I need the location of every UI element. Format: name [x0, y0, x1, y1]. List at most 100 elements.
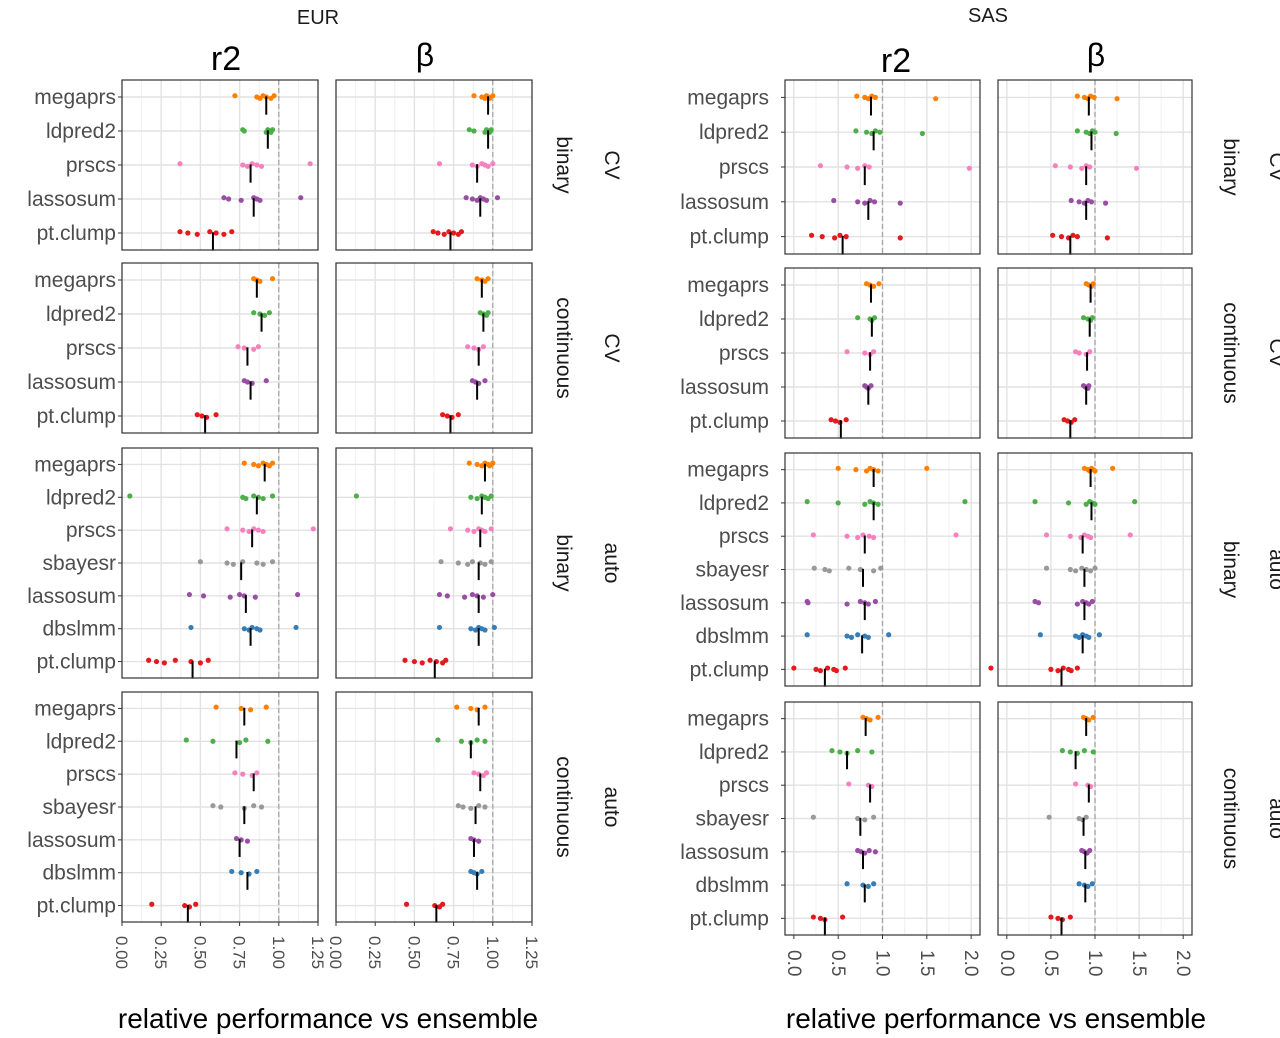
data-point-sbayesr [482, 561, 488, 567]
data-point-ldpred2 [1081, 748, 1088, 754]
strip-label-type: continuous [1219, 302, 1242, 404]
panel-frame [335, 447, 533, 679]
data-point-pt.clump [817, 915, 824, 921]
data-point-pt.clump [455, 412, 461, 418]
data-point-ldpred2 [835, 500, 841, 506]
data-point-ldpred2 [260, 495, 266, 502]
data-point-dbslmm [844, 633, 850, 639]
data-point-lassosum [263, 378, 269, 384]
data-point-pt.clump [819, 234, 825, 240]
data-point-lassosum [1068, 197, 1074, 204]
data-point-lassosum [233, 835, 240, 842]
data-point-lassosum [444, 593, 450, 599]
data-point-dbslmm [871, 881, 877, 887]
data-point-megaprs [872, 94, 879, 100]
data-point-lassosum [469, 591, 476, 598]
data-point-sbayesr [1087, 568, 1094, 574]
data-point-dbslmm [844, 881, 850, 887]
data-point-prscs [871, 534, 877, 541]
strip-label-method: CV [1265, 338, 1280, 367]
data-point-pt.clump [813, 666, 819, 672]
panel-frame [997, 452, 1193, 687]
x-tick-label: 0.50 [404, 936, 423, 969]
data-point-ldpred2 [875, 501, 881, 507]
method-label: megaprs [687, 86, 769, 109]
data-point-prscs [953, 532, 959, 538]
data-point-megaprs [1090, 714, 1096, 720]
method-label: prscs [719, 525, 769, 548]
group-title-eur: EUR [297, 7, 339, 29]
x-tick-label: 1.25 [308, 936, 327, 969]
strip-label-type: binary [552, 534, 575, 592]
data-point-sbayesr [871, 568, 877, 574]
data-point-prscs [177, 161, 183, 167]
data-point-megaprs [867, 717, 873, 723]
data-point-pt.clump [1055, 915, 1061, 921]
method-label: ldpred2 [699, 121, 769, 144]
data-point-prscs [447, 526, 454, 532]
data-point-prscs [855, 165, 861, 171]
data-point-megaprs [1091, 94, 1097, 100]
data-point-pt.clump [833, 668, 840, 674]
data-point-megaprs [468, 705, 474, 712]
data-point-sbayesr [826, 568, 832, 574]
data-point-prscs [240, 527, 246, 533]
method-label: pt.clump [690, 226, 769, 249]
data-point-pt.clump [988, 665, 994, 671]
data-point-pt.clump [824, 665, 831, 671]
data-point-dbslmm [804, 632, 810, 638]
data-point-pt.clump [791, 665, 797, 671]
method-label: dbslmm [695, 874, 769, 897]
data-point-prscs [1079, 165, 1085, 171]
data-point-prscs [241, 345, 247, 351]
data-point-sbayesr [254, 560, 260, 566]
strip-label-method: auto [600, 787, 623, 828]
data-point-ldpred2 [251, 493, 257, 499]
method-label: megaprs [687, 274, 769, 297]
data-point-prscs [1133, 165, 1140, 171]
method-label: prscs [719, 342, 769, 365]
data-point-lassosum [494, 195, 501, 201]
data-point-sbayesr [811, 565, 817, 571]
data-point-megaprs [257, 278, 263, 284]
data-point-prscs [251, 346, 257, 352]
data-point-pt.clump [1072, 417, 1078, 423]
data-point-lassosum [461, 594, 468, 600]
data-point-prscs [966, 165, 972, 171]
data-point-pt.clump [435, 230, 441, 236]
strip-label-method: auto [1265, 798, 1280, 839]
data-point-dbslmm [1085, 883, 1091, 889]
strip-label-method: auto [1265, 549, 1280, 590]
data-point-pt.clump [1048, 914, 1054, 920]
method-label: pt.clump [37, 895, 116, 918]
data-point-megaprs [269, 460, 276, 466]
data-point-pt.clump [808, 232, 815, 238]
data-point-prscs [1067, 164, 1073, 170]
x-tick-label: 0.25 [151, 936, 170, 969]
data-point-pt.clump [194, 412, 200, 418]
x-tick-label: 1.0 [872, 950, 893, 976]
data-point-prscs [483, 770, 490, 776]
data-point-sbayesr [878, 565, 884, 571]
data-point-ldpred2 [1032, 499, 1038, 505]
data-point-ldpred2 [251, 310, 257, 316]
data-point-pt.clump [1058, 234, 1065, 240]
data-point-pt.clump [149, 901, 155, 907]
x-tick-label: 1.5 [916, 950, 937, 976]
data-point-sbayesr [855, 815, 861, 822]
data-point-sbayesr [197, 559, 203, 565]
method-label: ldpred2 [46, 730, 116, 753]
data-point-lassosum [855, 199, 861, 205]
data-point-megaprs [490, 93, 496, 99]
data-point-lassosum [476, 838, 482, 844]
column-header-eur-beta: β [416, 37, 434, 73]
data-point-prscs [246, 528, 252, 535]
data-point-dbslmm [436, 624, 443, 631]
x-tick-label: 0.5 [827, 950, 848, 976]
data-point-lassosum [480, 594, 486, 600]
data-point-prscs [485, 163, 491, 169]
x-tick-label: 1.5 [1128, 950, 1149, 976]
data-point-sbayesr [810, 814, 816, 820]
data-point-pt.clump [832, 418, 839, 424]
data-point-ldpred2 [474, 737, 480, 743]
